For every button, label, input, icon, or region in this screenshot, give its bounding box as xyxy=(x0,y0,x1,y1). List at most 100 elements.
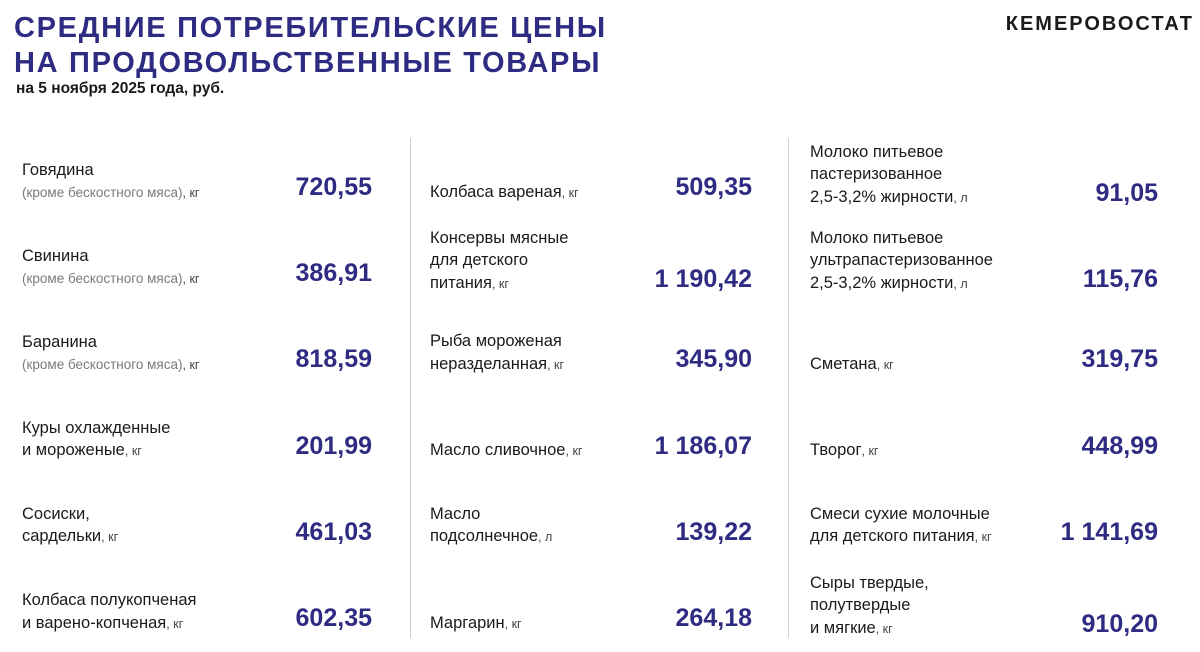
price-value: 910,20 xyxy=(1081,610,1158,638)
product-qualifier: (кроме бескостного мяса) xyxy=(22,356,183,372)
product-qualifier: (кроме бескостного мяса) xyxy=(22,270,183,286)
product-name: Куры охлажденные и мороженые, кг xyxy=(22,417,170,463)
price-row: Смеси сухие молочные для детского питания… xyxy=(810,471,1158,557)
product-name-line: пастеризованное xyxy=(810,163,968,186)
product-name-text: 2,5-3,2% жирности xyxy=(810,187,954,206)
product-name: Масло подсолнечное, л xyxy=(430,503,552,549)
product-name-text: для детского xyxy=(430,251,529,270)
price-row: Масло подсолнечное, л 139,22 xyxy=(430,471,752,557)
price-row: Молоко питьевое пастеризованное 2,5-3,2% ж… xyxy=(810,126,1158,212)
product-name: Масло сливочное, кг xyxy=(430,439,582,463)
product-name: Творог, кг xyxy=(810,439,878,463)
price-row: Баранина (кроме бескостного мяса), кг 818,… xyxy=(22,298,372,384)
price-value: 345,90 xyxy=(675,345,752,374)
product-name-line: Колбаса вареная, кг xyxy=(430,182,579,201)
brand-logo-text: КЕМЕРОВОСТАТ xyxy=(1005,13,1194,35)
unit-label: л xyxy=(960,276,968,291)
price-row: Говядина (кроме бескостного мяса), кг 720,… xyxy=(22,126,372,212)
product-name-text: полутвердые xyxy=(810,596,911,614)
product-name-line: Молоко питьевое xyxy=(810,227,993,250)
unit-label: кг xyxy=(498,276,509,291)
product-name: Сосиски, сардельки, кг xyxy=(22,503,118,549)
product-name-line: 2,5-3,2% жирности, л xyxy=(810,273,968,292)
product-name-text: Говядина xyxy=(22,161,94,179)
product-name-line: полутвердые xyxy=(810,594,929,617)
product-name-line: неразделанная, кг xyxy=(430,354,565,373)
unit-label: кг xyxy=(554,357,565,372)
unit-label: л xyxy=(545,530,553,545)
unit-label: кг xyxy=(572,444,583,459)
price-row: Колбаса вареная, кг 509,35 xyxy=(430,126,752,212)
product-name: Смеси сухие молочные для детского питания… xyxy=(810,503,992,549)
product-name: Рыба мороженая неразделанная, кг xyxy=(430,330,564,376)
page-title: СРЕДНИЕ ПОТРЕБИТЕЛЬСКИЕ ЦЕНЫ НА ПРОДОВОЛ… xyxy=(14,11,607,81)
product-name-line: Молоко питьевое xyxy=(810,141,968,164)
product-name-line: Свинина xyxy=(22,245,199,268)
price-value: 386,91 xyxy=(295,259,372,288)
product-name-line: Смеси сухие молочные xyxy=(810,503,992,526)
price-value: 139,22 xyxy=(675,517,752,546)
product-name-text: ультрапастеризованное xyxy=(810,251,993,270)
column-divider-2 xyxy=(788,138,789,638)
price-row: Консервы мясные для детского питания, кг 1 … xyxy=(430,212,752,298)
product-name: Колбаса полукопченая и варено-копченая, к… xyxy=(22,589,196,635)
product-name-text: сардельки xyxy=(22,527,102,546)
price-value: 509,35 xyxy=(675,173,752,201)
price-value: 720,55 xyxy=(295,173,372,201)
price-row: Сыры твердые, полутвердые и мягкие, кг 910,… xyxy=(810,557,1158,643)
product-name-line: Рыба мороженая xyxy=(430,330,564,353)
unit-label: кг xyxy=(189,185,200,200)
product-name-line: Масло xyxy=(430,503,552,526)
price-value: 319,75 xyxy=(1081,345,1158,374)
product-name-text: Масло сливочное xyxy=(430,441,566,460)
price-row: Маргарин, кг 264,18 xyxy=(430,557,752,643)
product-name-line: питания, кг xyxy=(430,273,509,292)
product-name: Свинина (кроме бескостного мяса), кг xyxy=(22,245,199,290)
price-row: Масло сливочное, кг 1 186,07 xyxy=(430,385,752,471)
price-value: 264,18 xyxy=(675,604,752,632)
product-name-line: Сосиски, xyxy=(22,503,118,526)
product-qualifier-line: (кроме бескостного мяса), кг xyxy=(22,356,200,372)
price-value: 1 141,69 xyxy=(1060,517,1158,546)
product-name-text: Творог xyxy=(810,441,862,460)
product-name-line: ультрапастеризованное xyxy=(810,249,993,272)
price-value: 91,05 xyxy=(1095,179,1158,207)
product-name-line: Куры охлажденные xyxy=(22,417,170,440)
product-name-line: Творог, кг xyxy=(810,441,879,460)
product-name-line: и мягкие, кг xyxy=(810,618,893,637)
product-name-line: для детского xyxy=(430,249,568,272)
product-name-text: Сосиски, xyxy=(22,504,90,523)
price-value: 818,59 xyxy=(295,345,372,374)
price-row: Колбаса полукопченая и варено-копченая, к… xyxy=(22,557,372,643)
product-name-line: Колбаса полукопченая xyxy=(22,589,196,612)
unit-label: кг xyxy=(511,616,522,631)
product-name-line: и мороженые, кг xyxy=(22,441,142,460)
product-name: Колбаса вареная, кг xyxy=(430,181,579,205)
unit-label: кг xyxy=(131,444,142,459)
product-name: Маргарин, кг xyxy=(430,612,522,636)
price-row: Сметана, кг 319,75 xyxy=(810,298,1158,384)
product-name-line: Сметана, кг xyxy=(810,354,894,373)
price-row: Свинина (кроме бескостного мяса), кг 386,9… xyxy=(22,212,372,298)
product-name-text: и мягкие xyxy=(810,618,876,637)
product-name-line: сардельки, кг xyxy=(22,527,119,546)
price-row: Творог, кг 448,99 xyxy=(810,385,1158,471)
product-name-line: Масло сливочное, кг xyxy=(430,441,583,460)
product-name-text: Баранина xyxy=(22,333,97,352)
product-name: Молоко питьевое ультрапастеризованное 2,5-… xyxy=(810,227,993,296)
product-name-text: Колбаса полукопченая xyxy=(22,591,197,609)
product-name: Сыры твердые, полутвердые и мягкие, кг xyxy=(810,572,929,641)
unit-label: кг xyxy=(189,357,200,372)
product-name-text: Свинина xyxy=(22,247,89,266)
product-name-line: Говядина xyxy=(22,159,199,182)
product-name-text: и варено-копченая xyxy=(22,613,167,632)
product-name-line: Сыры твердые, xyxy=(810,572,929,595)
product-name-text: Куры охлажденные xyxy=(22,418,171,437)
unit-label: кг xyxy=(882,621,893,636)
price-value: 115,76 xyxy=(1082,265,1158,294)
unit-label: кг xyxy=(108,530,119,545)
product-name-text: подсолнечное xyxy=(430,527,539,546)
product-qualifier: (кроме бескостного мяса) xyxy=(22,184,183,200)
product-name-text: Сметана xyxy=(810,354,877,373)
product-name-text: неразделанная xyxy=(430,354,548,373)
